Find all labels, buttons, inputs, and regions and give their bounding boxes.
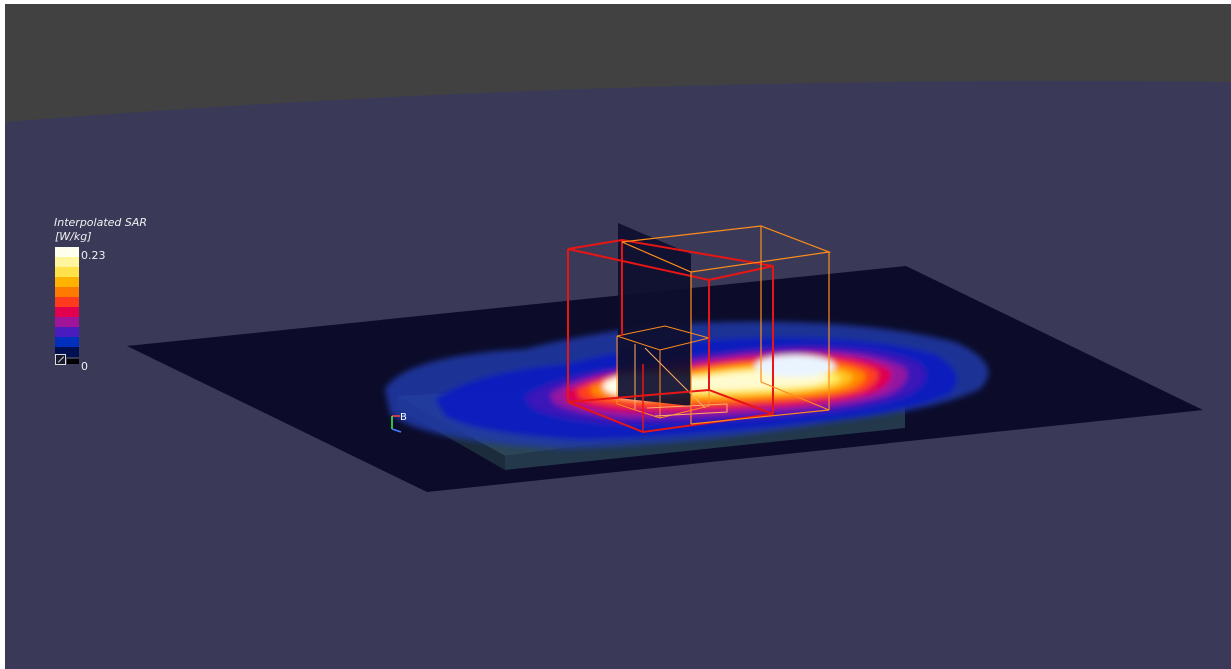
sar-3d-scene[interactable]: B	[5, 4, 1231, 669]
legend-unit: [W/kg]	[55, 230, 92, 243]
legend-swatch-10	[55, 337, 79, 347]
legend-title: Interpolated SAR	[54, 216, 148, 229]
vertical-section-plane	[618, 223, 691, 406]
legend-swatch-9	[55, 327, 79, 337]
legend-color-bar	[55, 247, 79, 357]
sar-hotspot-right	[755, 355, 835, 377]
legend-swatch-3	[55, 267, 79, 277]
legend-swatch-5	[55, 287, 79, 297]
legend-swatch-7	[55, 307, 79, 317]
outer-box-red	[567, 238, 774, 434]
3d-viewport[interactable]: B Interpolated SAR [W/kg] 0.23 0	[5, 4, 1231, 669]
outer-box-orange	[621, 225, 832, 425]
legend-swatch-6	[55, 297, 79, 307]
color-legend: Interpolated SAR [W/kg] 0.23 0	[54, 216, 194, 386]
legend-swatch-1	[55, 247, 79, 257]
legend-swatch-2	[55, 257, 79, 267]
legend-min-label: 0	[81, 360, 88, 373]
axis-triad	[391, 415, 402, 433]
legend-swatch-4	[55, 277, 79, 287]
legend-swatch-8	[55, 317, 79, 327]
axis-triad-label: B	[400, 412, 407, 423]
legend-swatch-11	[55, 347, 79, 357]
legend-max-label: 0.23	[81, 249, 106, 262]
legend-min-swatch	[67, 359, 79, 364]
legend-toggle-icon[interactable]	[55, 354, 66, 365]
